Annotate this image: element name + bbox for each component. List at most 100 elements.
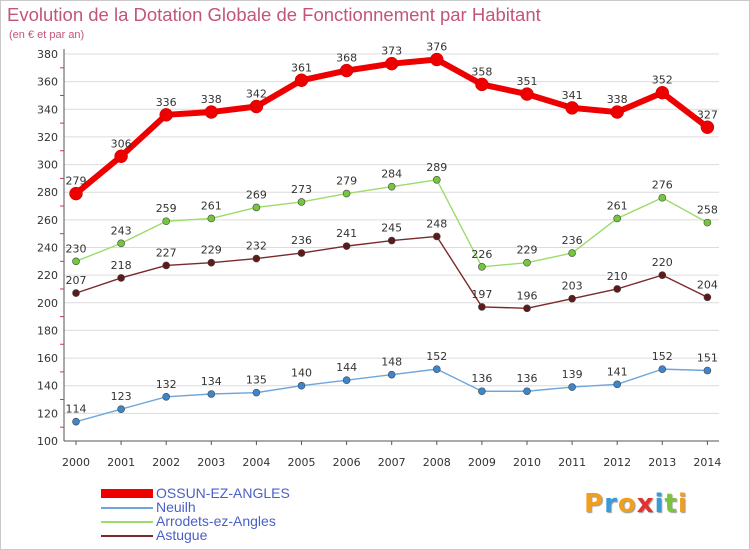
data-label-neuilh: 152 bbox=[652, 350, 673, 363]
data-point-astugue bbox=[207, 258, 216, 267]
legend-item: Astugue bbox=[101, 527, 361, 543]
data-label-ossun-ez-angles: 279 bbox=[66, 175, 87, 188]
y-tick-label: 280 bbox=[37, 186, 58, 199]
data-point-neuilh bbox=[568, 383, 576, 391]
data-point-astugue bbox=[72, 289, 80, 297]
data-point-astugue bbox=[658, 271, 667, 279]
data-label-ossun-ez-angles: 327 bbox=[697, 108, 718, 121]
data-point-neuilh bbox=[432, 365, 441, 373]
data-point-astugue bbox=[432, 232, 441, 241]
data-point-arrodets-ez-angles bbox=[703, 218, 712, 227]
data-point-ossun-ez-angles bbox=[249, 99, 264, 114]
y-tick-label: 160 bbox=[37, 352, 58, 365]
data-point-arrodets-ez-angles bbox=[613, 214, 622, 223]
data-point-neuilh bbox=[658, 365, 667, 373]
data-label-arrodets-ez-angles: 226 bbox=[471, 248, 492, 261]
data-label-ossun-ez-angles: 341 bbox=[562, 89, 583, 102]
data-point-neuilh bbox=[523, 387, 531, 396]
data-label-arrodets-ez-angles: 273 bbox=[291, 183, 312, 196]
legend-label: Arrodets-ez-Angles bbox=[156, 513, 276, 529]
logo-letter: i bbox=[677, 489, 688, 519]
data-point-ossun-ez-angles bbox=[700, 120, 715, 135]
data-point-neuilh bbox=[613, 380, 622, 389]
data-point-arrodets-ez-angles bbox=[478, 263, 486, 271]
data-point-ossun-ez-angles bbox=[610, 105, 624, 119]
data-label-astugue: 248 bbox=[426, 217, 447, 230]
logo-letter: x bbox=[636, 489, 655, 519]
data-point-neuilh bbox=[387, 370, 396, 379]
data-label-astugue: 204 bbox=[697, 278, 718, 291]
legend-item: Neuilh bbox=[101, 499, 361, 515]
legend-item: Arrodets-ez-Angles bbox=[101, 513, 361, 529]
data-label-astugue: 236 bbox=[291, 234, 312, 247]
chart-subtitle: (en € et par an) bbox=[9, 29, 85, 41]
data-label-arrodets-ez-angles: 284 bbox=[381, 168, 402, 181]
data-label-astugue: 241 bbox=[336, 227, 357, 240]
data-point-neuilh bbox=[252, 388, 261, 397]
x-tick-label: 2010 bbox=[513, 456, 541, 469]
data-point-neuilh bbox=[207, 390, 216, 398]
data-label-ossun-ez-angles: 342 bbox=[246, 88, 267, 101]
data-label-neuilh: 151 bbox=[697, 352, 718, 365]
data-label-neuilh: 148 bbox=[381, 356, 402, 369]
data-label-ossun-ez-angles: 306 bbox=[111, 137, 132, 150]
chart-title: Evolution de la Dotation Globale de Fonc… bbox=[7, 4, 541, 25]
y-tick-label: 320 bbox=[37, 131, 58, 144]
data-point-ossun-ez-angles bbox=[69, 186, 83, 201]
data-point-arrodets-ez-angles bbox=[162, 217, 170, 226]
data-point-astugue bbox=[297, 249, 306, 257]
data-label-astugue: 245 bbox=[381, 222, 402, 235]
data-label-astugue: 218 bbox=[111, 259, 132, 272]
data-label-neuilh: 135 bbox=[246, 374, 267, 387]
data-point-arrodets-ez-angles bbox=[658, 193, 667, 202]
data-point-neuilh bbox=[703, 366, 712, 375]
data-point-arrodets-ez-angles bbox=[207, 214, 216, 223]
data-point-ossun-ez-angles bbox=[384, 56, 399, 71]
data-point-neuilh bbox=[162, 392, 170, 401]
data-label-astugue: 232 bbox=[246, 240, 267, 253]
x-tick-label: 2008 bbox=[423, 456, 451, 469]
legend-item: OSSUN-EZ-ANGLES bbox=[101, 485, 361, 501]
data-label-arrodets-ez-angles: 230 bbox=[66, 242, 87, 255]
data-label-astugue: 227 bbox=[156, 246, 177, 259]
legend-swatch bbox=[101, 521, 153, 523]
x-tick-label: 2012 bbox=[603, 456, 631, 469]
data-point-astugue bbox=[523, 304, 531, 313]
x-tick-label: 2000 bbox=[62, 456, 90, 469]
data-point-astugue bbox=[478, 303, 486, 311]
data-label-arrodets-ez-angles: 261 bbox=[201, 199, 222, 212]
data-point-neuilh bbox=[342, 376, 351, 384]
data-point-ossun-ez-angles bbox=[520, 87, 534, 101]
data-label-neuilh: 139 bbox=[562, 368, 583, 381]
data-point-arrodets-ez-angles bbox=[252, 203, 261, 212]
data-point-ossun-ez-angles bbox=[655, 85, 670, 100]
data-point-ossun-ez-angles bbox=[204, 105, 219, 119]
data-point-astugue bbox=[568, 294, 576, 303]
y-tick-label: 380 bbox=[37, 48, 58, 61]
data-label-ossun-ez-angles: 373 bbox=[381, 45, 402, 58]
data-label-neuilh: 140 bbox=[291, 367, 312, 380]
data-label-arrodets-ez-angles: 229 bbox=[517, 244, 538, 257]
y-tick-label: 200 bbox=[37, 297, 58, 310]
data-label-ossun-ez-angles: 368 bbox=[336, 52, 357, 65]
data-point-neuilh bbox=[297, 381, 306, 390]
data-label-neuilh: 114 bbox=[66, 403, 87, 416]
x-tick-label: 2007 bbox=[378, 456, 406, 469]
data-point-astugue bbox=[703, 293, 712, 302]
x-tick-label: 2004 bbox=[242, 456, 270, 469]
x-tick-label: 2011 bbox=[558, 456, 586, 469]
data-label-neuilh: 136 bbox=[517, 372, 538, 385]
legend-swatch bbox=[101, 489, 153, 498]
legend-swatch bbox=[101, 507, 153, 509]
data-label-astugue: 220 bbox=[652, 256, 673, 269]
data-label-ossun-ez-angles: 376 bbox=[426, 41, 447, 54]
data-point-arrodets-ez-angles bbox=[523, 258, 531, 267]
data-point-neuilh bbox=[478, 387, 486, 396]
data-label-ossun-ez-angles: 352 bbox=[652, 74, 673, 87]
logo-letter: i bbox=[654, 489, 665, 519]
data-label-ossun-ez-angles: 338 bbox=[201, 93, 222, 106]
data-point-ossun-ez-angles bbox=[294, 73, 309, 88]
x-tick-label: 2009 bbox=[468, 456, 496, 469]
data-label-astugue: 210 bbox=[607, 270, 628, 283]
